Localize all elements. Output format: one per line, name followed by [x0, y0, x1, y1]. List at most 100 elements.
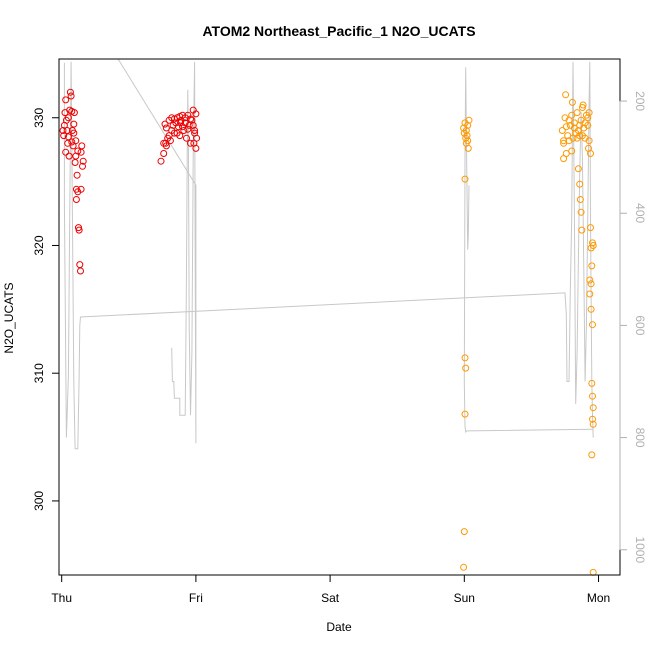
data-point — [77, 267, 84, 275]
data-point — [568, 98, 576, 106]
plot-frame — [58, 58, 621, 576]
data-point — [70, 120, 78, 128]
data-point — [62, 148, 70, 156]
data-point — [461, 410, 469, 418]
data-point — [73, 171, 81, 179]
data-point — [66, 88, 74, 96]
data-point — [565, 137, 573, 145]
data-point — [588, 262, 596, 270]
x-tick-label: Sun — [454, 591, 475, 605]
data-point — [77, 148, 85, 156]
data-point — [191, 129, 199, 137]
data-point — [72, 137, 80, 145]
data-point — [465, 116, 473, 124]
data-point — [181, 114, 189, 122]
data-point — [588, 379, 596, 387]
data-point — [589, 392, 596, 400]
data-point — [59, 127, 67, 134]
data-point — [180, 127, 188, 134]
data-point — [192, 110, 200, 118]
data-point — [586, 276, 594, 284]
data-point — [177, 119, 184, 127]
y-axis: 300 310 320 330 — [32, 107, 60, 511]
data-point — [464, 137, 472, 145]
data-point — [568, 147, 576, 155]
data-point — [578, 132, 586, 140]
data-point — [78, 142, 86, 150]
x-tick-label: Fri — [189, 591, 203, 605]
data-point — [589, 242, 597, 249]
x-tick-label: Sat — [321, 591, 340, 605]
data-point — [76, 261, 84, 269]
data-point — [157, 157, 165, 165]
y2-axis: 200 400 600 800 1000 — [619, 91, 647, 563]
data-point — [168, 127, 176, 134]
data-point — [558, 127, 566, 134]
data-point — [64, 133, 72, 141]
data-point — [187, 139, 194, 147]
data-point — [560, 155, 568, 163]
data-point — [79, 157, 87, 165]
y2-tick-label: 800 — [633, 428, 647, 448]
data-point — [589, 321, 596, 329]
data-point — [562, 123, 570, 131]
data-point — [190, 139, 198, 147]
data-point — [460, 528, 468, 536]
y2-tick-label: 200 — [633, 91, 647, 111]
data-point — [183, 134, 190, 142]
data-point — [77, 185, 85, 193]
data-point — [189, 121, 197, 129]
data-point — [576, 196, 584, 203]
data-point — [463, 132, 471, 140]
y2-tick-label: 1000 — [633, 536, 647, 563]
data-point — [578, 226, 586, 234]
data-point — [187, 115, 194, 123]
data-point — [560, 137, 568, 145]
data-point — [579, 101, 587, 109]
data-point — [574, 165, 582, 173]
y-tick-label: 300 — [32, 491, 46, 511]
data-point — [585, 109, 593, 117]
data-point — [60, 132, 68, 140]
chart-title: ATOM2 Northeast_Pacific_1 N2O_UCATS — [202, 23, 475, 39]
data-point — [65, 152, 73, 160]
y2-tick-label: 400 — [633, 203, 647, 223]
data-point — [464, 121, 472, 129]
data-point — [589, 415, 596, 423]
data-point — [70, 129, 78, 137]
y-tick-label: 320 — [32, 235, 46, 255]
data-point — [587, 280, 595, 288]
data-point — [586, 290, 594, 298]
data-point — [560, 139, 568, 147]
data-point — [588, 451, 596, 459]
data-point — [462, 364, 470, 372]
data-point — [74, 147, 82, 155]
data-point — [589, 404, 597, 412]
x-tick-label: Mon — [587, 591, 610, 605]
pressure-line-layer — [63, 58, 594, 450]
data-point — [573, 109, 581, 117]
data-point — [577, 208, 585, 216]
x-axis-label: Date — [326, 620, 352, 634]
pressure-line-segment — [117, 58, 197, 444]
data-point — [62, 96, 70, 104]
data-point — [173, 129, 181, 137]
data-point — [75, 226, 83, 234]
data-point — [461, 175, 469, 183]
x-axis: Thu Fri Sat Sun Mon — [51, 574, 610, 605]
data-point — [162, 139, 170, 147]
y-tick-label: 310 — [32, 363, 46, 383]
data-point — [68, 107, 76, 115]
data-point — [191, 127, 199, 134]
pressure-line-segment — [63, 61, 594, 450]
data-point — [174, 123, 182, 131]
data-point — [462, 127, 470, 134]
data-point — [461, 354, 469, 362]
data-point — [72, 196, 80, 203]
data-point — [79, 162, 86, 170]
pressure-line-segment — [463, 67, 594, 433]
y2-tick-label: 600 — [633, 315, 647, 335]
data-point — [188, 116, 196, 124]
y-axis-label: N2O_UCATS — [2, 282, 16, 353]
